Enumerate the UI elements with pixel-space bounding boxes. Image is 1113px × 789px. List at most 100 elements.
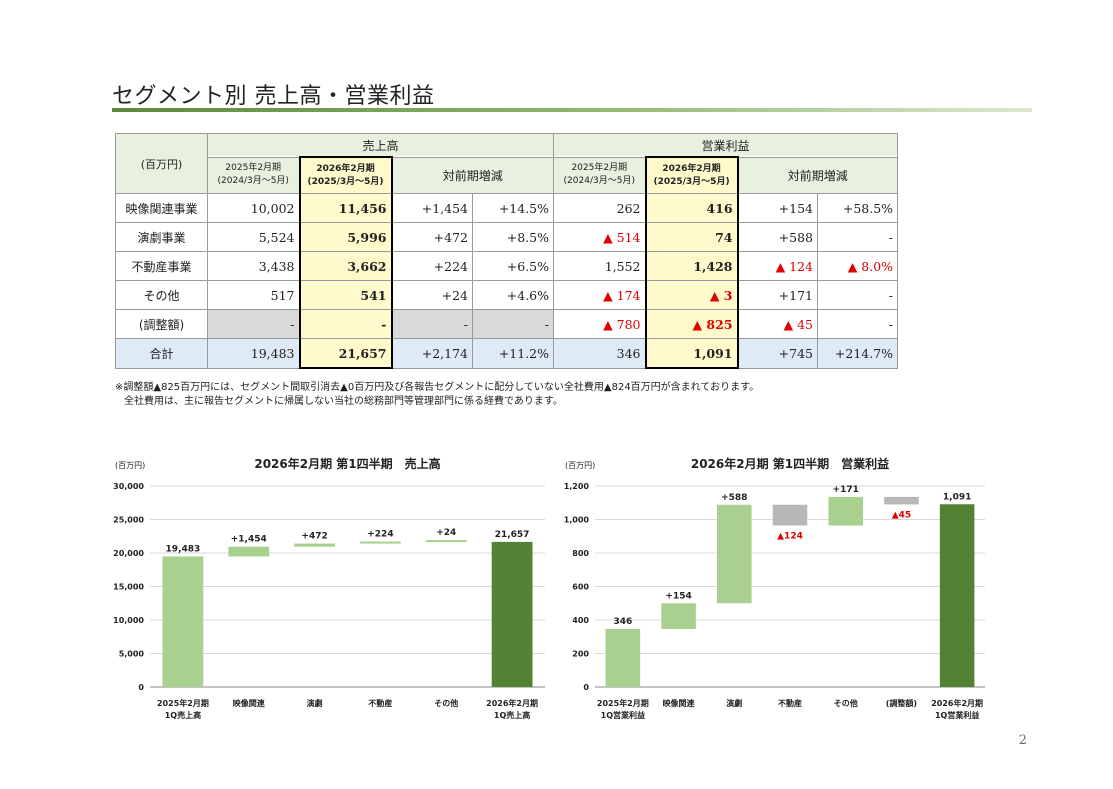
sales-change-header: 対前期増減 [390,156,555,194]
table-row: 演劇事業 5,524 5,996 +472 +8.5% ▲ 514 74 +588- [115,222,899,252]
table-cell-s-pct: - [471,309,555,339]
table-cell-o-prev: 1,552 [553,251,647,281]
y-tick-label: 25,000 [113,516,144,525]
table-cell-s-diff: +2,174 [391,338,473,369]
table-cell-s-cur: 21,657 [298,338,393,369]
table-cell-s-prev: 10,002 [207,193,300,223]
y-tick-label: 400 [572,616,589,625]
y-tick-label: 0 [138,683,144,692]
data-label: 19,483 [166,544,201,554]
table-cell-o-cur: 416 [644,193,739,223]
data-label: +588 [721,493,747,503]
table-cell-o-diff: +588 [737,222,819,252]
table-cell-o-pct: - [817,309,899,339]
page-title: セグメント別 売上高・営業利益 [112,84,435,109]
row-label: (調整額) [115,309,208,339]
unit-cell: (百万円) [115,133,208,194]
title-divider [112,108,1032,112]
data-label: +154 [665,591,691,601]
table-cell-s-cur: 5,996 [298,222,393,252]
table-cell-s-pct: +4.6% [471,280,555,310]
table-cell-o-pct: ▲ 8.0% [817,251,899,281]
table-cell-o-pct: +214.7% [817,338,899,369]
bar [661,603,696,630]
data-label: +472 [301,532,327,542]
table-cell-s-prev: 3,438 [207,251,300,281]
segment-table: (百万円) 売上高 営業利益 2025年2月期 (2024/3月～5月) 2026… [115,133,899,369]
table-cell-o-prev: ▲ 514 [553,222,647,252]
y-tick-label: 1,000 [564,516,590,525]
chart-unit: (百万円) [115,461,145,470]
row-label: 映像関連事業 [115,193,208,223]
sales-group-header: 売上高 [206,133,555,158]
table-cell-s-pct: +11.2% [471,338,555,369]
y-tick-label: 5,000 [119,650,145,659]
y-tick-label: 200 [572,650,589,659]
table-cell-o-cur: 1,091 [644,338,739,369]
data-label: +224 [367,530,393,540]
table-cell-s-cur: 541 [298,280,393,310]
category-label: 不動産 [778,698,802,708]
table-cell-s-prev: - [207,309,300,339]
data-label: +171 [833,485,859,495]
op-waterfall-chart: 2026年2月期 第1四半期 営業利益 (百万円) 0 200 400 600 800 1,0… [564,456,985,720]
table-cell-o-prev: 346 [553,338,647,369]
chart-title: 2026年2月期 第1四半期 売上高 [254,456,440,471]
row-label: 不動産事業 [115,251,208,281]
row-label: その他 [115,280,208,310]
table-cell-s-diff: - [391,309,473,339]
category-label: 演劇 [307,698,323,708]
chart-unit: (百万円) [565,461,595,470]
table-cell-o-cur: 1,428 [644,251,739,281]
category-label: 1Q売上高 [165,710,201,720]
y-tick-label: 1,200 [564,482,590,491]
category-label: 2026年2月期 [931,698,983,708]
y-tick-label: 800 [572,549,589,558]
data-label: 1,091 [943,492,971,502]
category-label: 1Q売上高 [494,710,530,720]
category-label: 演劇 [726,698,742,708]
table-cell-s-cur: 3,662 [298,251,393,281]
bar [162,556,204,687]
op-change-header: 対前期増減 [737,156,899,194]
data-label: ▲45 [892,510,911,520]
table-cell-s-diff: +24 [391,280,473,310]
bar [425,540,467,543]
y-tick-label: 15,000 [113,583,144,592]
table-cell-o-diff: ▲ 45 [737,309,819,339]
bar [605,629,641,687]
bar [360,541,401,544]
bar [294,543,335,547]
table-cell-s-cur: - [298,309,393,339]
bar [772,504,808,526]
table-cell-s-diff: +224 [391,251,473,281]
category-label: 不動産 [368,698,392,708]
page-number: 2 [1018,733,1027,748]
sales-prev-header: 2025年2月期 (2024/3月～5月) [207,156,300,194]
footnote-1: ※調整額▲825百万円には、セグメント間取引消去▲0百万円及び各報告セグメントに… [115,382,760,393]
category-label: その他 [434,698,458,708]
op-prev-header: 2025年2月期 (2024/3月～5月) [553,156,647,194]
table-cell-o-cur: ▲ 825 [644,309,739,339]
bar [884,496,919,505]
bar [717,504,752,604]
table-cell-o-diff: +154 [737,193,819,223]
data-label: 346 [613,617,632,627]
table-cell-o-prev: ▲ 780 [553,309,647,339]
category-label: 2025年2月期 [597,698,649,708]
table-row: 合計 19,483 21,657 +2,174 +11.2% 346 1,091 +745 +2… [115,338,899,369]
table-cell-s-prev: 19,483 [207,338,300,369]
footnote-2: 全社費用は、主に報告セグメントに帰属しない当社の総務部門等管理部門に係る経費であ… [124,396,563,407]
table-cell-s-cur: 11,456 [298,193,393,223]
data-label: +1,454 [231,535,267,545]
category-label: (調整額) [886,698,917,708]
bar [939,504,975,687]
table-row: (調整額) - - - - ▲ 780 ▲ 825 ▲ 45- [115,309,899,339]
bar [491,541,533,687]
sales-cur-header: 2026年2月期 (2025/3月～5月) [298,156,393,194]
data-label: 21,657 [495,530,530,540]
y-tick-label: 0 [583,683,589,692]
table-cell-o-pct: +58.5% [817,193,899,223]
chart-title: 2026年2月期 第1四半期 営業利益 [691,456,889,471]
category-label: 映像関連 [663,698,696,708]
